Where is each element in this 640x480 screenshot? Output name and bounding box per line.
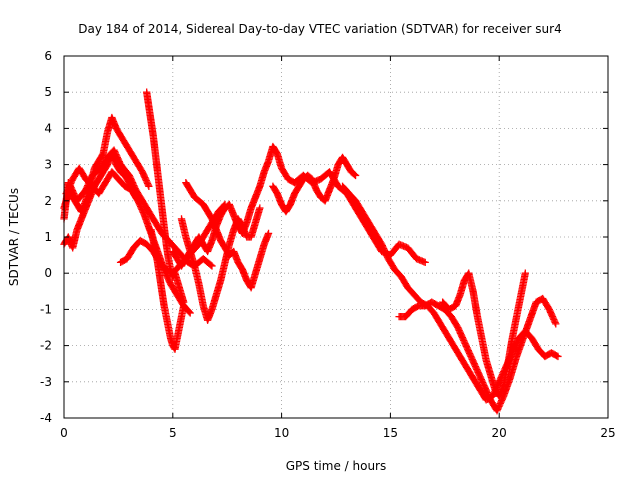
data-point <box>264 229 273 238</box>
x-tick-label: 25 <box>600 426 615 440</box>
y-tick-label: 4 <box>44 121 52 135</box>
data-point <box>552 320 560 328</box>
data-point <box>207 261 215 269</box>
y-tick-label: 3 <box>44 158 52 172</box>
y-tick-label: 1 <box>44 230 52 244</box>
data-marks <box>60 88 562 415</box>
y-tick-label: 0 <box>44 266 52 280</box>
data-point <box>134 197 142 205</box>
chart-title: Day 184 of 2014, Sidereal Day-to-day VTE… <box>78 22 561 36</box>
y-tick-label: 6 <box>44 49 52 63</box>
series-sat-k <box>269 153 360 216</box>
series-sat-l <box>338 182 562 404</box>
data-point <box>554 352 562 361</box>
data-point <box>133 195 141 204</box>
y-tick-label: 5 <box>44 85 52 99</box>
series-sat-n <box>438 269 529 400</box>
data-point <box>145 182 153 190</box>
y-tick-label: 2 <box>44 194 52 208</box>
data-point <box>350 170 359 179</box>
series-sat-g <box>147 226 188 353</box>
x-tick-label: 5 <box>169 426 177 440</box>
x-tick-label: 20 <box>492 426 507 440</box>
series-sat-h <box>169 142 429 270</box>
data-point <box>98 151 107 159</box>
x-tick-label: 0 <box>60 426 68 440</box>
y-tick-label: -4 <box>40 411 52 425</box>
y-tick-label: -3 <box>40 375 52 389</box>
series-sat-d <box>60 150 142 252</box>
series-sat-f <box>143 88 188 306</box>
data-point <box>208 262 216 270</box>
x-tick-label: 10 <box>274 426 289 440</box>
y-axis-label: SDTVAR / TECUs <box>7 188 21 286</box>
data-point <box>185 308 193 316</box>
data-point <box>272 148 281 157</box>
series-sat-c <box>60 113 153 223</box>
data-point <box>256 204 264 212</box>
data-point <box>421 258 429 266</box>
data-point <box>180 302 188 310</box>
y-tick-label: -1 <box>40 302 52 316</box>
y-tick-label: -2 <box>40 339 52 353</box>
data-point <box>351 171 360 180</box>
series-sat-j <box>177 204 264 324</box>
grid-lines <box>64 56 608 418</box>
series-sat-m <box>395 294 560 415</box>
x-axis-label: GPS time / hours <box>286 459 387 473</box>
x-tick-label: 15 <box>383 426 398 440</box>
data-point <box>552 352 561 360</box>
data-point <box>186 309 194 317</box>
series-sat-i <box>182 179 273 292</box>
data-point <box>521 269 529 277</box>
axis-ticks: 0 5 10 15 20 25 -4 -3 -2 -1 0 1 2 3 4 5 6 <box>40 49 616 440</box>
